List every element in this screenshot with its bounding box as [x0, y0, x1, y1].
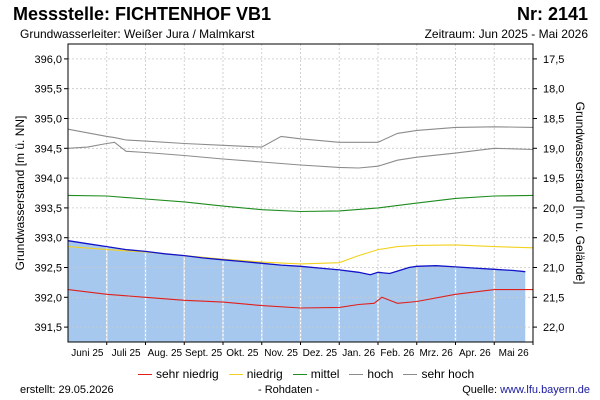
- legend-swatch: [292, 373, 307, 375]
- x-tick-label: Mai 26: [499, 348, 529, 359]
- y-tick-label: 394,5: [34, 143, 62, 155]
- legend-swatch: [403, 373, 418, 375]
- y2-tick-label: 20,5: [543, 233, 564, 245]
- y2-tick-label: 19,0: [543, 143, 564, 155]
- series-sehr-niedrig: [67, 289, 533, 309]
- legend-item-niedrig: niedrig: [228, 367, 283, 381]
- series-hoch: [67, 141, 534, 169]
- raw-data-note: - Rohdaten -: [258, 384, 320, 396]
- legend-item-sehr-niedrig: sehr niedrig: [138, 367, 219, 381]
- x-tick-label: Feb. 26: [380, 348, 414, 359]
- created-date: erstellt: 29.05.2026: [20, 384, 114, 396]
- station-number: Nr: 2141: [516, 4, 588, 24]
- legend-swatch: [138, 373, 152, 375]
- y2-tick-label: 19,5: [543, 173, 564, 185]
- y2-tick-label: 18,5: [543, 114, 564, 126]
- x-tick-label: Sept. 25: [185, 348, 223, 359]
- period-label: Zeitraum: Jun 2025 - Mai 2026: [424, 27, 588, 41]
- source-credit: Quelle: www.lfu.bayern.de: [462, 384, 590, 396]
- y-axis-label: Grundwasserstand [m ü. NN]: [13, 116, 27, 271]
- x-tick-label: Juli 25: [112, 348, 141, 359]
- y2-tick-label: 18,0: [543, 84, 564, 96]
- legend-item-mittel: mittel: [292, 367, 340, 381]
- measurement-area: [68, 240, 526, 342]
- y-tick-label: 393,5: [34, 203, 62, 215]
- x-tick-label: Apr. 26: [459, 348, 491, 359]
- y-tick-label: 396,0: [34, 54, 62, 66]
- y-tick-label: 393,0: [34, 233, 62, 245]
- legend-item-hoch: hoch: [349, 367, 393, 381]
- legend-item-sehr-hoch: sehr hoch: [403, 367, 474, 381]
- x-tick-label: Juni 25: [71, 348, 104, 359]
- x-tick-label: Dez. 25: [303, 348, 338, 359]
- y-tick-label: 394,0: [34, 173, 62, 185]
- source-label: Quelle:: [462, 384, 501, 396]
- y2-tick-label: 22,0: [543, 322, 564, 334]
- y-tick-label: 392,0: [34, 292, 62, 304]
- series-sehr-hoch: [67, 126, 534, 148]
- legend-label: hoch: [367, 367, 394, 381]
- legend-swatch: [228, 373, 243, 375]
- x-tick-label: Aug. 25: [148, 348, 183, 359]
- series-mittel: [67, 194, 534, 213]
- y2-tick-label: 17,5: [543, 54, 564, 66]
- legend-label: mittel: [310, 367, 340, 381]
- x-tick-label: Okt. 25: [226, 348, 259, 359]
- legend-swatch: [349, 373, 364, 375]
- legend-label: sehr hoch: [421, 367, 475, 381]
- y2-tick-label: 21,5: [543, 292, 564, 304]
- aquifer-label: Grundwasserleiter: Weißer Jura / Malmkar…: [20, 27, 255, 41]
- y2-tick-label: 21,0: [543, 263, 564, 275]
- legend: sehr niedrig niedrig mittel hoch sehr hoch: [138, 367, 474, 381]
- y2-tick-label: 20,0: [543, 203, 564, 215]
- x-tick-label: Nov. 25: [264, 348, 298, 359]
- series-messung: [67, 240, 526, 276]
- legend-label: niedrig: [246, 367, 283, 381]
- source-link[interactable]: www.lfu.bayern.de: [500, 384, 590, 396]
- y-tick-label: 391,5: [34, 322, 62, 334]
- legend-label: sehr niedrig: [156, 367, 219, 381]
- y-tick-label: 395,0: [34, 114, 62, 126]
- y-tick-label: 395,5: [34, 84, 62, 96]
- y2-axis-label: Grundwasserstand [m u. Gelände]: [573, 102, 587, 285]
- x-tick-label: Mrz. 26: [419, 348, 453, 359]
- x-tick-label: Jan. 26: [342, 348, 375, 359]
- station-title: Messstelle: FICHTENHOF VB1: [13, 4, 272, 24]
- y-tick-label: 392,5: [34, 263, 62, 275]
